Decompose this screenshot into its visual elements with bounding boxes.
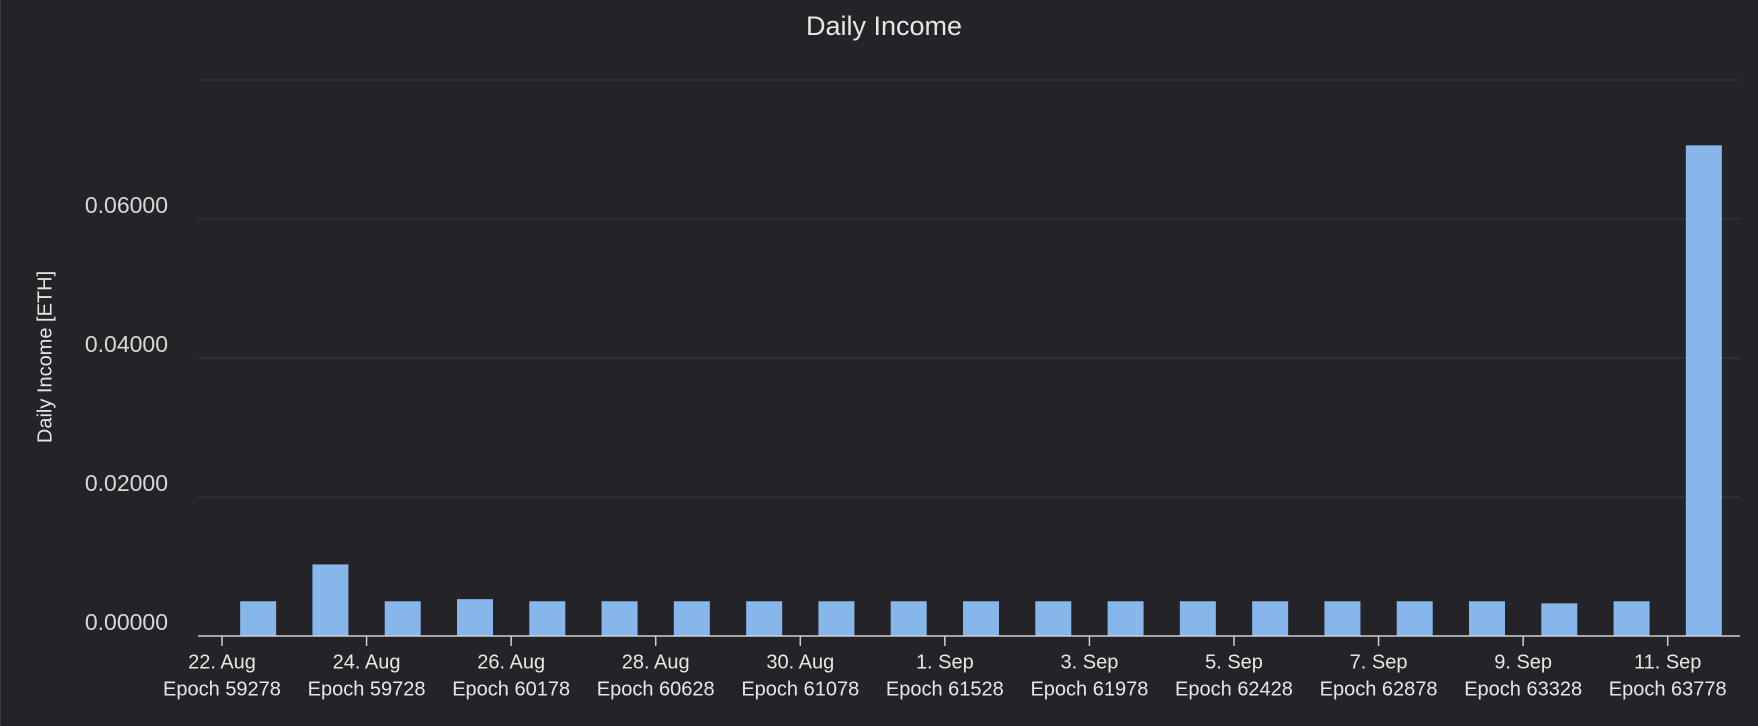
bar <box>240 601 277 636</box>
bar <box>457 599 493 636</box>
bar <box>1107 601 1144 636</box>
x-tick-label: 28. Aug <box>622 651 690 673</box>
bar <box>746 601 783 636</box>
bar <box>1035 601 1072 636</box>
x-tick-sublabel: Epoch 61078 <box>741 678 859 700</box>
x-tick-sublabel: Epoch 63328 <box>1464 678 1582 700</box>
y-tick-label: 0.06000 <box>85 192 168 218</box>
y-tick-label: 0.02000 <box>85 470 168 496</box>
bar <box>1252 601 1289 636</box>
bar <box>1179 601 1216 636</box>
x-tick-sublabel: Epoch 61528 <box>886 678 1004 700</box>
bar <box>1541 603 1578 636</box>
bar <box>1396 601 1433 636</box>
bar <box>963 601 999 636</box>
bar <box>818 601 855 636</box>
x-tick-label: 5. Sep <box>1205 651 1263 673</box>
x-tick-label: 9. Sep <box>1494 651 1552 673</box>
x-tick-sublabel: Epoch 62878 <box>1320 678 1438 700</box>
bar <box>312 564 349 636</box>
y-tick-label: 0.04000 <box>85 331 168 357</box>
chart-title: Daily Income <box>806 11 962 41</box>
bar <box>529 601 566 636</box>
x-tick-label: 30. Aug <box>766 651 834 673</box>
y-axis-label: Daily Income [ETH] <box>34 271 56 443</box>
x-tick-label: 3. Sep <box>1061 651 1119 673</box>
bar <box>601 601 638 636</box>
x-tick-label: 11. Sep <box>1634 651 1701 673</box>
bar <box>1613 601 1650 636</box>
bar <box>890 601 927 636</box>
x-tick-sublabel: Epoch 62428 <box>1175 678 1293 700</box>
x-tick-sublabel: Epoch 59278 <box>163 678 281 700</box>
x-tick-label: 1. Sep <box>916 651 974 673</box>
x-tick-label: 26. Aug <box>477 651 545 673</box>
x-tick-sublabel: Epoch 61978 <box>1030 678 1148 700</box>
x-tick-sublabel: Epoch 60628 <box>597 678 715 700</box>
x-tick-sublabel: Epoch 60178 <box>452 678 570 700</box>
bar <box>1685 145 1722 636</box>
bar <box>1469 601 1505 636</box>
x-tick-label: 24. Aug <box>333 651 401 673</box>
bar <box>1324 601 1361 636</box>
bar <box>673 601 710 636</box>
bar <box>384 601 421 636</box>
x-tick-sublabel: Epoch 63778 <box>1609 678 1727 700</box>
y-tick-label: 0.00000 <box>85 609 168 635</box>
x-tick-label: 22. Aug <box>188 651 256 673</box>
x-tick-sublabel: Epoch 59728 <box>308 678 426 700</box>
x-tick-label: 7. Sep <box>1350 651 1408 673</box>
